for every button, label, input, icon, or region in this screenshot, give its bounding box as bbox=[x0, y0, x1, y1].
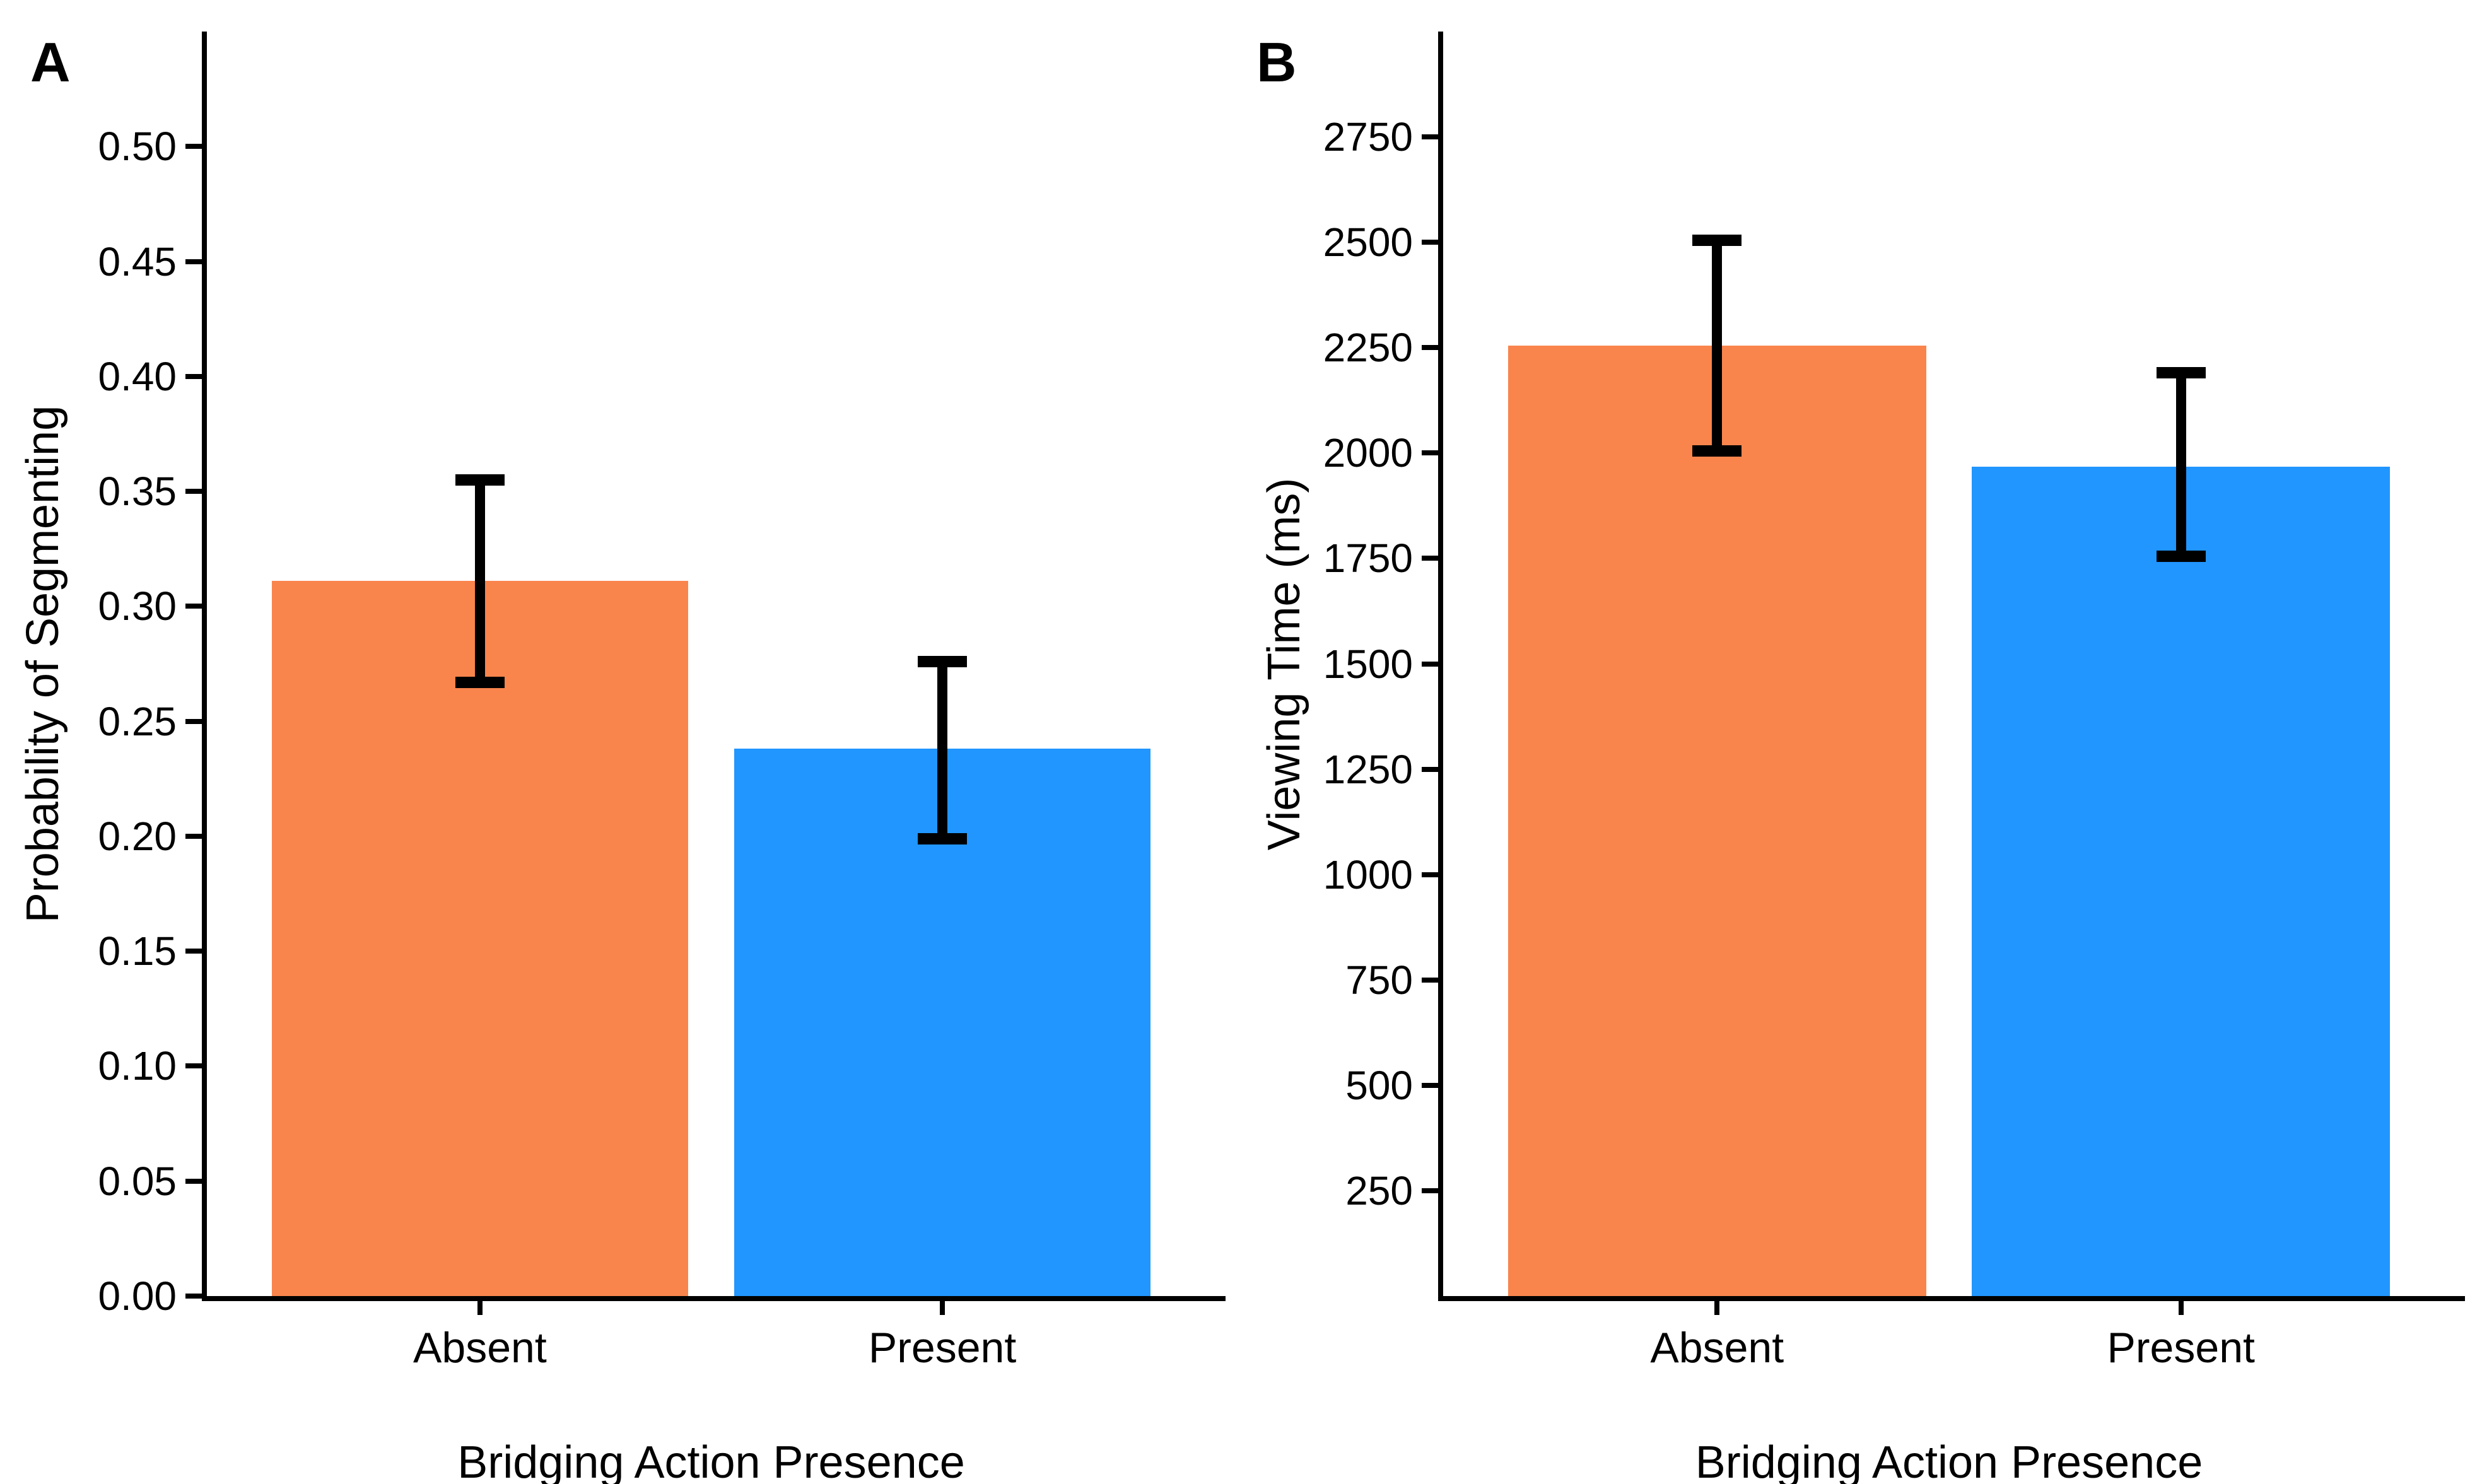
bar-absent bbox=[1507, 345, 1926, 1296]
error-bar-line-present bbox=[937, 661, 948, 839]
y-tick-label: 1250 bbox=[1323, 746, 1413, 792]
x-axis-title: Bridging Action Presence bbox=[457, 1437, 965, 1484]
y-tick-label: 0.35 bbox=[98, 469, 177, 515]
panel-letter-b: B bbox=[1256, 31, 1297, 93]
error-bar-top-cap-absent bbox=[1692, 234, 1742, 246]
y-tick-mark bbox=[1422, 450, 1438, 456]
y-tick-mark bbox=[1422, 872, 1438, 877]
error-bar-bottom-cap-absent bbox=[455, 676, 505, 688]
y-tick-mark bbox=[185, 489, 202, 494]
x-category-label-absent: Absent bbox=[1650, 1324, 1784, 1372]
y-tick-label: 0.30 bbox=[98, 583, 177, 629]
y-tick-mark bbox=[1422, 977, 1438, 983]
y-tick-label: 500 bbox=[1345, 1062, 1413, 1108]
y-tick-label: 1000 bbox=[1323, 851, 1413, 897]
bar-present bbox=[1972, 466, 2391, 1296]
y-tick-label: 0.25 bbox=[98, 698, 177, 744]
y-tick-mark bbox=[1422, 345, 1438, 351]
y-tick-mark bbox=[1422, 1188, 1438, 1193]
x-axis-title: Bridging Action Presence bbox=[1695, 1437, 2203, 1484]
y-tick-label: 2750 bbox=[1323, 114, 1413, 160]
y-tick-mark bbox=[185, 1063, 202, 1069]
y-tick-mark bbox=[1422, 661, 1438, 667]
y-tick-label: 0.15 bbox=[98, 928, 177, 974]
y-tick-label: 0.40 bbox=[98, 353, 177, 399]
panel-letter-a: A bbox=[30, 31, 71, 93]
x-tick-mark bbox=[940, 1299, 945, 1315]
y-tick-label: 750 bbox=[1345, 957, 1413, 1003]
y-tick-label: 0.50 bbox=[98, 124, 177, 170]
y-tick-label: 0.20 bbox=[98, 813, 177, 859]
y-tick-mark bbox=[185, 949, 202, 954]
y-tick-label: 2250 bbox=[1323, 325, 1413, 371]
bar-absent bbox=[271, 581, 689, 1296]
y-tick-mark bbox=[1422, 134, 1438, 140]
x-tick-mark bbox=[2178, 1299, 2184, 1315]
x-category-label-absent: Absent bbox=[413, 1324, 547, 1372]
x-tick-mark bbox=[1714, 1299, 1720, 1315]
y-tick-label: 1500 bbox=[1323, 641, 1413, 687]
y-tick-label: 1750 bbox=[1323, 535, 1413, 581]
y-tick-mark bbox=[1422, 766, 1438, 772]
y-tick-mark bbox=[185, 1178, 202, 1184]
error-bar-top-cap-absent bbox=[455, 474, 505, 486]
error-bar-top-cap-present bbox=[2156, 367, 2206, 379]
error-bar-line-present bbox=[2175, 373, 2186, 557]
y-tick-mark bbox=[185, 1294, 202, 1299]
y-tick-label: 0.05 bbox=[98, 1158, 177, 1204]
y-tick-mark bbox=[185, 833, 202, 839]
y-tick-mark bbox=[1422, 240, 1438, 245]
y-tick-mark bbox=[185, 259, 202, 264]
error-bar-bottom-cap-absent bbox=[1692, 445, 1742, 457]
y-tick-label: 0.10 bbox=[98, 1043, 177, 1089]
y-tick-label: 0.00 bbox=[98, 1273, 177, 1319]
error-bar-top-cap-present bbox=[918, 655, 968, 667]
y-tick-mark bbox=[185, 144, 202, 149]
y-tick-label: 2500 bbox=[1323, 219, 1413, 266]
y-tick-label: 0.45 bbox=[98, 238, 177, 284]
y-tick-label: 2000 bbox=[1323, 430, 1413, 476]
error-bar-line-absent bbox=[474, 479, 485, 682]
y-tick-mark bbox=[185, 604, 202, 609]
error-bar-bottom-cap-present bbox=[918, 833, 968, 844]
x-category-label-present: Present bbox=[2107, 1324, 2255, 1372]
y-tick-label: 250 bbox=[1345, 1167, 1413, 1213]
error-bar-line-absent bbox=[1712, 240, 1723, 451]
plot-area bbox=[1438, 32, 2465, 1301]
y-tick-mark bbox=[1422, 556, 1438, 561]
y-tick-mark bbox=[185, 718, 202, 724]
x-category-label-present: Present bbox=[868, 1324, 1017, 1372]
x-tick-mark bbox=[477, 1299, 483, 1315]
error-bar-bottom-cap-present bbox=[2156, 551, 2206, 563]
plot-area bbox=[202, 32, 1226, 1301]
y-tick-mark bbox=[185, 373, 202, 379]
y-tick-mark bbox=[1422, 1082, 1438, 1088]
